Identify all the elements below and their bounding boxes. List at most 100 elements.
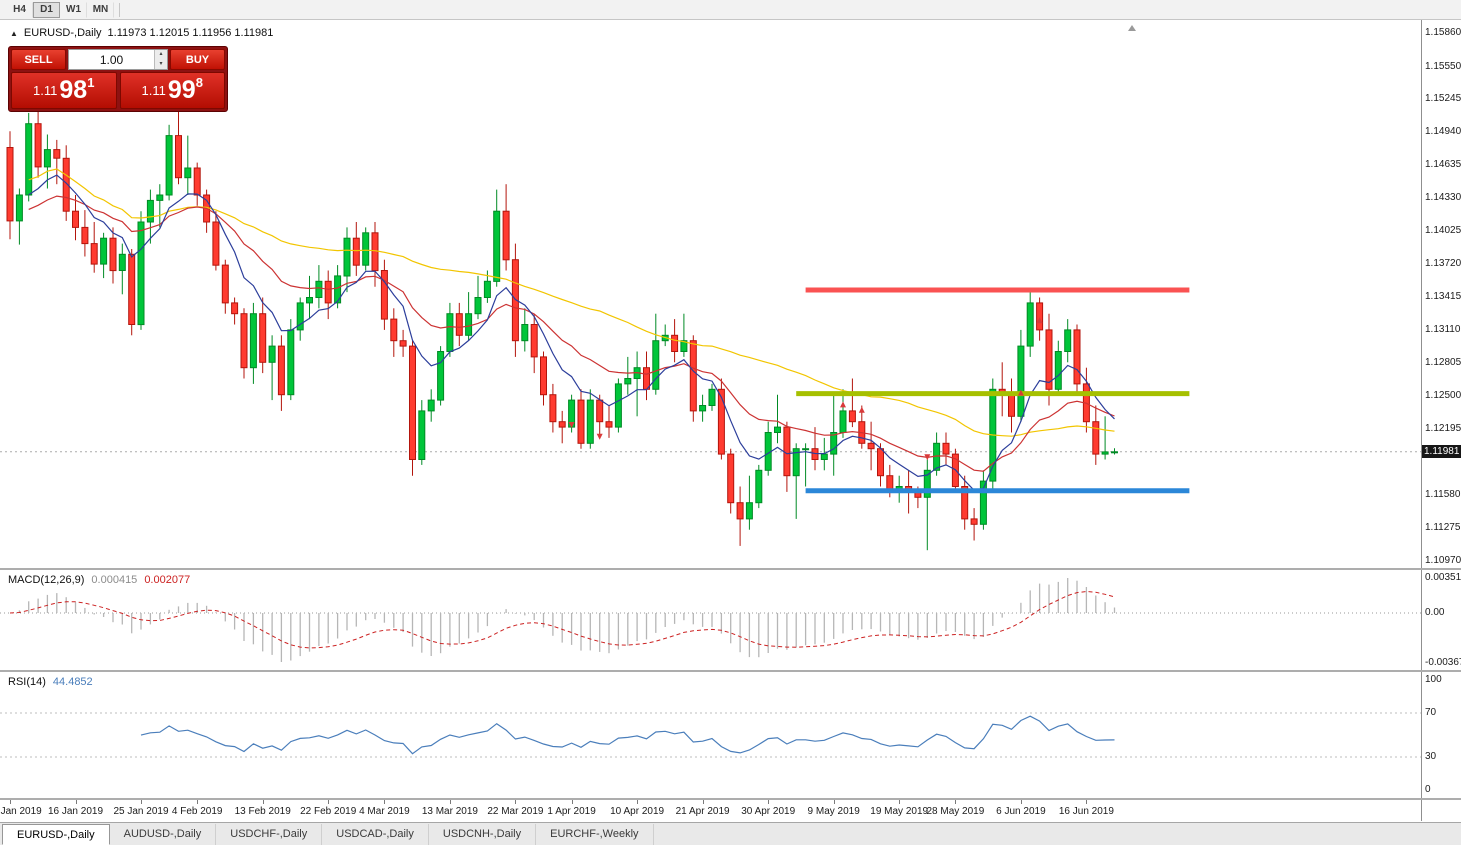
candle-body [1054,351,1062,390]
candle-body [521,324,529,342]
macd-label: MACD(12,26,9) 0.000415 0.002077 [8,574,190,586]
timeframe-button-mn[interactable]: MN [87,1,114,18]
macd-name: MACD(12,26,9) [8,574,85,586]
candle-body [755,469,763,504]
time-tick [637,800,639,804]
sell-button[interactable]: SELL [11,49,66,70]
fractal-marker-icon [858,406,865,413]
timeframe-button-h4[interactable]: H4 [6,1,33,18]
fractal-marker-icon [840,401,846,408]
candle-body [774,426,781,434]
candle-body [6,147,14,222]
volume-up-icon[interactable]: ▴ [155,50,167,60]
candle-body [165,135,173,196]
time-axis-label: 13 Mar 2019 [421,806,478,817]
candle-body [268,345,276,363]
candle-body [830,432,838,455]
candle-body [296,302,304,331]
time-tick [768,800,770,804]
sell-price-pip: 1 [87,75,95,90]
candle-body [109,237,117,272]
pane-resize-handle-time[interactable] [0,798,1461,800]
candle-body [437,351,445,401]
candle-body [146,199,154,223]
chart-shift-icon[interactable] [1128,25,1136,31]
chart-tab-usdchf-daily[interactable]: USDCHF-,Daily [216,824,323,845]
chart-tab-eurchf-weekly[interactable]: EURCHF-,Weekly [536,824,654,845]
time-tick [328,800,330,804]
buy-price-button[interactable]: 1.11 99 8 [119,72,225,109]
candle-body [62,157,70,212]
chart-tab-eurusd-daily[interactable]: EURUSD-,Daily [2,824,110,845]
timeframe-button-d1[interactable]: D1 [33,1,60,18]
chart-tab-usdcnh-daily[interactable]: USDCNH-,Daily [429,824,537,845]
candle-body [249,313,257,369]
volume-control: ▴ ▾ [68,49,168,70]
candle-body [221,264,229,304]
candle-body [43,149,51,168]
candle-body [352,237,360,266]
candle-body [979,480,987,525]
candle-body [1073,329,1081,385]
candle-body [802,448,810,451]
chart-tab-audusd-daily[interactable]: AUDUSD-,Daily [110,824,217,845]
candle-body [212,221,220,266]
time-tick [702,800,704,804]
buy-button[interactable]: BUY [170,49,225,70]
pane-resize-handle-macd[interactable] [0,568,1461,570]
time-axis-label: 28 May 2019 [926,806,985,817]
time-axis-label: 10 Apr 2019 [610,806,665,817]
price-chart-canvas[interactable] [0,20,1461,568]
candle-body [277,345,285,396]
toolbar-divider [119,2,120,17]
candle-body [455,313,463,336]
current-price-badge: 1.11981 [1422,445,1461,459]
volume-input[interactable] [69,50,154,69]
time-tick [571,800,573,804]
time-tick [1020,800,1022,804]
candle-body [418,410,426,460]
macd-pane: MACD(12,26,9) 0.000415 0.002077 [0,570,1461,670]
candle-body [287,329,295,396]
rsi-canvas[interactable] [0,672,1461,798]
time-tick [899,800,901,804]
one-click-collapse-icon[interactable]: ▲ [10,28,18,38]
candle-body [605,421,613,428]
candle-body [745,502,753,520]
volume-spinner: ▴ ▾ [154,50,167,69]
buy-price-pip: 8 [195,75,203,90]
candle-body [53,149,61,159]
candle-body [371,232,379,272]
chart-tab-usdcad-daily[interactable]: USDCAD-,Daily [322,824,429,845]
sell-price-button[interactable]: 1.11 98 1 [11,72,117,109]
candle-body [540,356,547,396]
rsi-value: 44.4852 [52,676,93,688]
candle-body [942,442,950,455]
candle-body [118,253,126,272]
ma-slow-yellow [28,168,1115,437]
volume-down-icon[interactable]: ▾ [155,59,167,69]
time-axis-label: 22 Mar 2019 [487,806,544,817]
macd-canvas[interactable] [0,570,1461,670]
macd-canvas-holder [0,570,1461,670]
candle-body [1017,345,1025,417]
candle-body [689,340,697,412]
buy-price-big: 99 [167,76,196,104]
time-axis-label: 9 May 2019 [807,806,860,817]
time-axis-label: 1 Apr 2019 [547,806,596,817]
candle-body [15,194,23,222]
time-axis-label: 4 Feb 2019 [171,806,223,817]
candle-body [596,399,604,423]
time-axis-label: 4 Mar 2019 [359,806,410,817]
candle-body [530,324,538,358]
time-axis-label: 22 Feb 2019 [300,806,357,817]
candle-body [1092,421,1100,455]
time-tick [955,800,957,804]
candle-body [680,340,688,353]
candle-body [614,383,622,428]
pane-resize-handle-rsi[interactable] [0,670,1461,672]
timeframe-button-w1[interactable]: W1 [60,1,87,18]
candle-body [334,275,342,304]
time-tick [384,800,386,804]
